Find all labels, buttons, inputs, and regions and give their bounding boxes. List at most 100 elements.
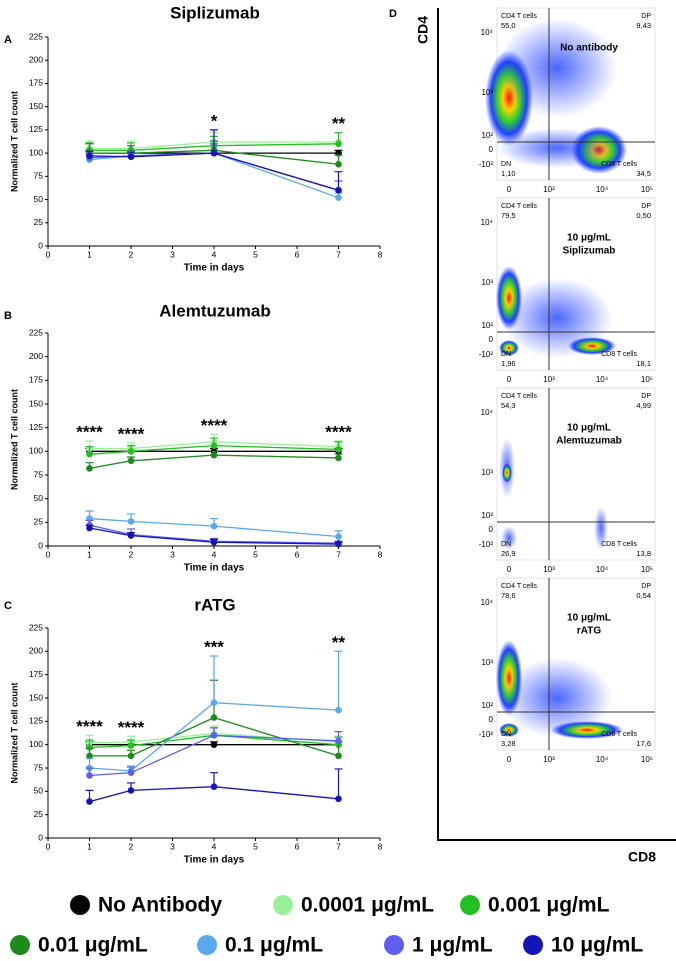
y-axis-label: CD4 [415,16,431,44]
legend-marker [197,935,217,955]
significance-stars: ** [332,114,346,133]
x-tick-label: 8 [378,249,383,259]
x-tick-label: 8 [378,841,383,851]
series-line [89,441,339,450]
quadrant-name: DN [501,541,511,548]
y-tick-label: 0 [489,335,494,344]
x-tick-label: 10³ [543,755,555,764]
quadrant-name: CD8 T cells [601,351,637,358]
series-line [89,524,339,544]
x-tick-label: 10⁵ [641,375,653,384]
y-axis-label: Normalized T cell count [9,91,19,192]
quadrant-value: 0,50 [636,211,651,220]
x-tick-label: 10⁴ [596,375,609,384]
quadrant-value: 1,96 [501,359,516,368]
quadrant-value: 26,9 [501,549,516,558]
significance-stars: **** [201,416,228,435]
legend-marker [384,935,404,955]
quadrant-value: 13,8 [636,549,651,558]
data-point [335,752,342,760]
x-axis-label: CD8 [628,849,656,865]
y-tick-label: 25 [34,217,44,227]
y-tick-label: 100 [29,147,43,157]
y-tick-label: 0 [38,240,43,250]
y-tick-label: 150 [29,692,43,702]
data-point [210,442,218,449]
plot-frame [496,387,656,561]
x-tick-label: 10³ [543,185,555,194]
x-tick-label: 6 [295,249,300,259]
legend-label: No Antibody [98,894,222,917]
plot-title: No antibody [560,43,618,54]
series-line [89,786,339,803]
quadrant-value: 54,3 [501,401,516,410]
plot-title: 10 μg/mL [567,423,611,434]
data-point [127,457,135,465]
x-tick-label: 0 [507,375,512,384]
data-point [335,194,342,201]
data-point [210,451,218,459]
x-axis-label: Time in days [184,855,245,866]
y-tick-label: 175 [29,669,43,679]
data-point [127,532,135,539]
x-tick-label: 3 [170,249,175,259]
quadrant-value: 0,54 [636,591,651,600]
data-point [335,737,342,745]
quadrant-value: 17,6 [636,739,651,748]
x-tick-label: 7 [336,841,341,851]
quadrant-value: 18,1 [636,359,651,368]
x-tick-label: 10⁵ [641,755,653,764]
x-tick-label: 4 [212,249,217,259]
density-cloud [502,463,512,483]
data-point [335,446,342,453]
quadrant-value: 1,10 [501,169,516,178]
y-tick-label: 75 [34,171,44,181]
y-tick-label: 100 [29,739,43,749]
y-tick-label: 10⁴ [481,218,494,227]
data-point [210,732,218,739]
legend-label: 0.0001 μg/mL [301,894,434,917]
x-tick-label: 7 [336,549,341,559]
quadrant-name: DN [501,731,511,738]
data-point [335,160,342,168]
significance-stars: ** [332,633,346,652]
data-point [210,699,218,706]
y-tick-label: 125 [29,716,43,726]
y-tick-label: 125 [29,422,43,432]
quadrant-value: 34,5 [636,169,651,178]
data-point [335,795,342,803]
series-line [89,445,339,455]
density-cloud [499,723,519,737]
density-cloud [502,658,612,738]
y-tick-label: 75 [34,762,44,772]
data-point [335,186,342,194]
data-point [86,744,93,751]
data-point [127,752,135,760]
plot-title: 10 μg/mL [567,233,611,244]
data-point [86,152,93,160]
y-tick-label: 0 [489,145,494,154]
legend-marker [523,935,543,955]
x-tick-label: 2 [129,549,134,559]
quadrant-value: 78,6 [501,591,516,600]
x-axis-label: Time in days [184,263,245,274]
data-point [127,742,135,749]
x-tick-label: 10³ [543,375,555,384]
y-tick-label: 200 [29,351,43,361]
x-tick-label: 10⁵ [641,565,653,574]
density-cloud [594,506,608,550]
x-tick-label: 4 [212,841,217,851]
series-line [89,734,339,777]
panel-label: B [4,310,12,322]
error-bar [334,650,343,711]
legend-label: 0.1 μg/mL [225,934,323,957]
quadrant-value: 4,99 [636,401,651,410]
y-tick-label: 25 [34,517,44,527]
y-tick-label: 50 [34,493,44,503]
series-line [89,143,339,151]
y-tick-label: 50 [34,194,44,204]
y-tick-label: 10³ [481,468,493,477]
chart-title: Alemtuzumab [159,301,270,320]
x-tick-label: 0 [46,549,51,559]
quadrant-name: CD8 T cells [601,161,637,168]
